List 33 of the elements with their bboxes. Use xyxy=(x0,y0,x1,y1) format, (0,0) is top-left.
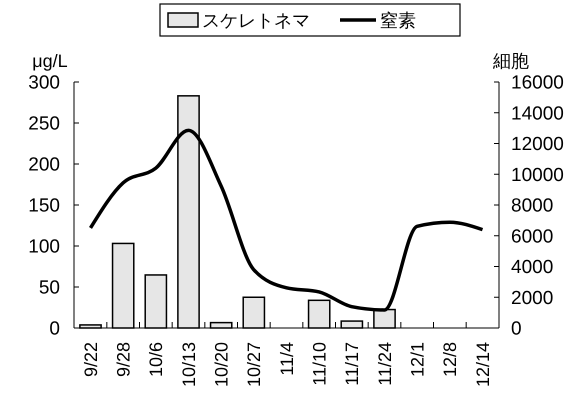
x-tick-label: 10/27 xyxy=(244,342,264,388)
y2-tick-label: 4000 xyxy=(511,257,554,278)
x-tick-label: 11/10 xyxy=(309,342,330,386)
x-tick-label: 12/14 xyxy=(472,342,493,388)
x-tick-label: 11/4 xyxy=(276,342,297,376)
y2-tick-label: 6000 xyxy=(511,226,554,248)
y-axis-title: μg/L xyxy=(32,51,68,71)
y-tick-label: 300 xyxy=(28,72,60,94)
y-tick-label: 100 xyxy=(28,236,60,258)
y2-tick-label: 0 xyxy=(511,318,522,340)
y2-tick-label: 16000 xyxy=(511,72,564,94)
x-tick-label: 9/28 xyxy=(113,342,134,378)
y2-tick-label: 14000 xyxy=(511,103,564,124)
y-tick-label: 250 xyxy=(28,114,60,135)
x-tick-label: 10/13 xyxy=(178,342,199,388)
y-tick-label: 0 xyxy=(49,318,60,340)
legend-label: 窒素 xyxy=(380,10,416,32)
y-tick-label: 150 xyxy=(28,196,60,217)
y2-tick-label: 10000 xyxy=(511,164,564,186)
y2-tick-label: 12000 xyxy=(511,134,564,156)
legend-label: スケレトネマ xyxy=(202,10,310,32)
x-tick-label: 11/17 xyxy=(342,342,362,386)
y-tick-label: 50 xyxy=(38,278,60,299)
x-tick-label: 12/1 xyxy=(407,342,428,378)
y2-axis-title: 細胞 xyxy=(492,51,529,72)
y2-tick-label: 8000 xyxy=(511,196,554,217)
x-tick-label: 9/22 xyxy=(80,342,101,378)
x-tick-label: 12/8 xyxy=(440,342,460,378)
x-tick-label: 10/20 xyxy=(211,342,232,388)
y2-tick-label: 2000 xyxy=(511,288,554,309)
y-tick-label: 200 xyxy=(28,154,60,176)
x-tick-label: 10/6 xyxy=(146,342,166,378)
x-tick-label: 11/24 xyxy=(374,342,395,386)
